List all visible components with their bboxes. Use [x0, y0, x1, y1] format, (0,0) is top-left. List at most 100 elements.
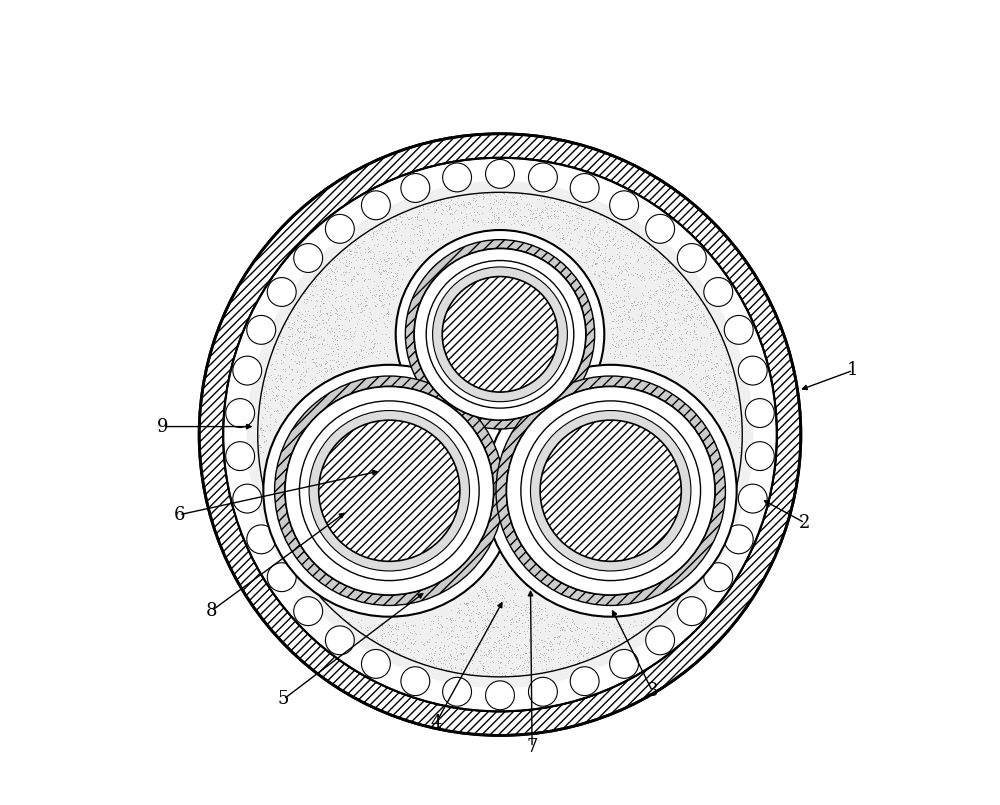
Point — [341, 256, 357, 269]
Point — [626, 246, 642, 258]
Point — [626, 323, 642, 336]
Point — [466, 642, 482, 655]
Point — [513, 601, 529, 613]
Point — [660, 254, 676, 267]
Point — [607, 227, 623, 240]
Point — [371, 312, 387, 324]
Point — [368, 225, 384, 237]
Point — [564, 213, 580, 226]
Point — [664, 281, 680, 294]
Point — [374, 617, 390, 630]
Point — [490, 654, 506, 667]
Point — [381, 297, 397, 310]
Point — [487, 635, 503, 648]
Point — [317, 301, 333, 314]
Point — [607, 237, 623, 250]
Point — [709, 384, 725, 397]
Point — [475, 659, 491, 672]
Point — [538, 654, 554, 667]
Point — [369, 240, 385, 253]
Point — [732, 456, 748, 469]
Point — [333, 349, 349, 362]
Point — [594, 648, 610, 661]
Point — [723, 418, 739, 431]
Point — [660, 273, 676, 286]
Point — [475, 188, 491, 200]
Point — [527, 640, 543, 653]
Point — [658, 320, 674, 332]
Point — [430, 654, 446, 667]
Point — [430, 232, 446, 245]
Point — [534, 212, 550, 225]
Point — [257, 381, 273, 394]
Point — [519, 214, 535, 227]
Point — [528, 650, 544, 663]
Point — [380, 306, 396, 319]
Circle shape — [247, 525, 276, 554]
Point — [284, 374, 300, 386]
Point — [379, 291, 395, 304]
Point — [582, 627, 598, 640]
Point — [699, 381, 715, 394]
Point — [607, 239, 623, 252]
Point — [366, 295, 382, 308]
Point — [615, 282, 631, 295]
Point — [323, 303, 339, 316]
Point — [365, 230, 381, 243]
Point — [547, 221, 563, 234]
Point — [263, 368, 279, 381]
Point — [387, 256, 403, 269]
Point — [472, 657, 488, 670]
Point — [294, 356, 310, 369]
Point — [614, 265, 630, 278]
Circle shape — [267, 563, 296, 592]
Point — [655, 260, 671, 273]
Point — [468, 197, 484, 210]
Point — [330, 355, 346, 368]
Point — [353, 248, 369, 261]
Point — [653, 350, 669, 363]
Point — [326, 253, 342, 266]
Point — [566, 218, 582, 231]
Point — [315, 316, 331, 329]
Point — [600, 628, 616, 641]
Point — [389, 245, 405, 258]
Point — [607, 269, 623, 282]
Point — [508, 208, 524, 221]
Point — [562, 621, 578, 634]
Point — [493, 647, 509, 660]
Point — [293, 346, 309, 359]
Point — [453, 207, 469, 220]
Point — [493, 599, 509, 612]
Point — [383, 230, 399, 243]
Point — [462, 197, 478, 210]
Point — [398, 259, 414, 272]
Point — [305, 353, 321, 366]
Point — [729, 415, 745, 427]
Point — [679, 353, 695, 366]
Point — [328, 356, 344, 369]
Point — [400, 252, 416, 265]
Point — [363, 345, 379, 358]
Point — [327, 292, 343, 305]
Point — [375, 298, 391, 311]
Point — [528, 206, 544, 219]
Point — [502, 578, 518, 591]
Point — [647, 267, 663, 280]
Point — [354, 305, 370, 318]
Point — [699, 369, 715, 382]
Point — [708, 349, 724, 362]
Point — [359, 279, 375, 292]
Point — [326, 266, 342, 279]
Point — [493, 558, 509, 571]
Point — [469, 205, 485, 218]
Point — [296, 326, 312, 339]
Point — [653, 353, 669, 365]
Point — [607, 340, 623, 353]
Point — [715, 386, 731, 399]
Point — [605, 321, 621, 334]
Point — [679, 298, 695, 311]
Point — [565, 653, 581, 666]
Point — [413, 219, 429, 232]
Point — [534, 634, 550, 646]
